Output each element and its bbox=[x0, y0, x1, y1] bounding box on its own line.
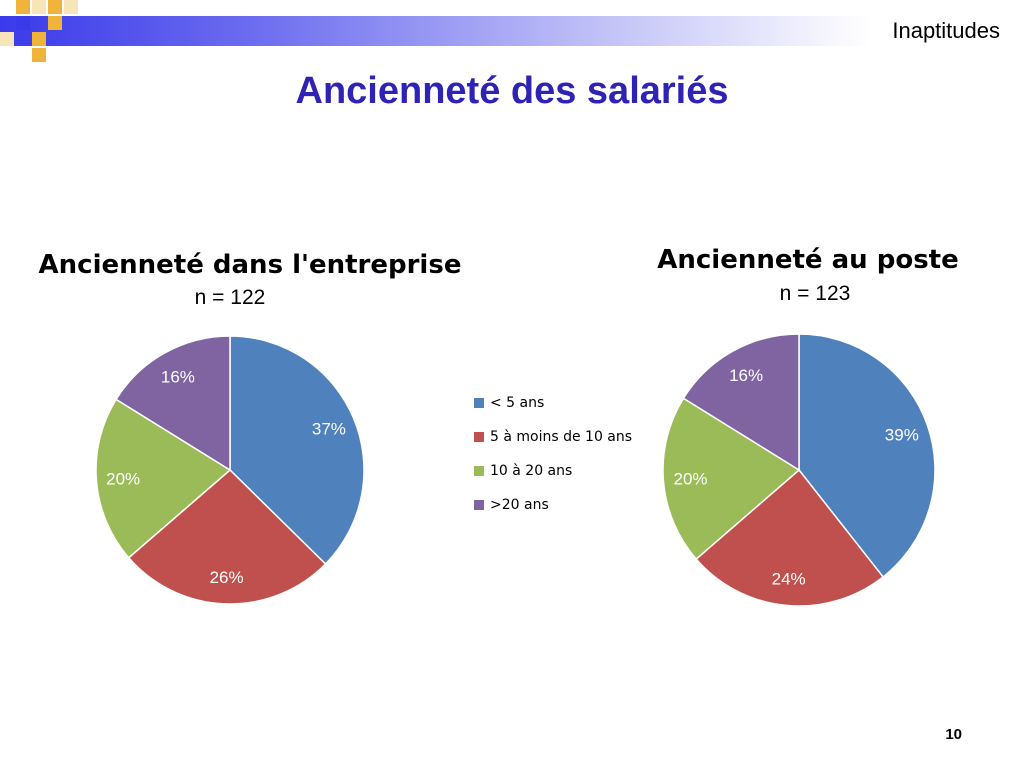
legend-swatch bbox=[474, 466, 484, 476]
header-label: Inaptitudes bbox=[892, 18, 1000, 43]
chart-1-subtitle: n = 122 bbox=[194, 286, 266, 309]
legend-item: >20 ans bbox=[474, 488, 632, 522]
legend-item: 10 à 20 ans bbox=[474, 454, 632, 488]
legend-item: < 5 ans bbox=[474, 386, 632, 420]
pie-slice-entreprise-lt5 bbox=[229, 335, 365, 566]
logo-squares bbox=[0, 0, 80, 62]
legend-label: 10 à 20 ans bbox=[490, 463, 573, 479]
pie-label-entreprise-10to20: 20% bbox=[106, 469, 140, 488]
pie-slice-poste-lt5 bbox=[798, 333, 936, 578]
legend-label: < 5 ans bbox=[490, 395, 545, 411]
pie-label-poste-gt20: 16% bbox=[729, 366, 763, 385]
pie-label-entreprise-gt20: 16% bbox=[161, 367, 195, 386]
page-number: 10 bbox=[945, 726, 962, 743]
pie-label-poste-lt5: 39% bbox=[885, 425, 919, 444]
pie-label-poste-10to20: 20% bbox=[674, 470, 708, 489]
legend-swatch bbox=[474, 432, 484, 442]
chart-1-title: Ancienneté dans l'entreprise bbox=[38, 250, 462, 280]
pie-slice-poste-gt20 bbox=[682, 333, 800, 472]
legend-item: 5 à moins de 10 ans bbox=[474, 420, 632, 454]
pie-label-entreprise-5to10: 26% bbox=[210, 568, 244, 587]
legend-label: >20 ans bbox=[490, 497, 549, 513]
chart-2-subtitle: n = 123 bbox=[779, 282, 851, 305]
pie-slice-entreprise-gt20 bbox=[115, 335, 231, 472]
pie-slice-poste-5to10 bbox=[695, 468, 885, 607]
legend-swatch bbox=[474, 398, 484, 408]
chart-2-title: Ancienneté au poste bbox=[657, 245, 959, 275]
pie-slice-entreprise-5to10 bbox=[127, 468, 327, 605]
legend: < 5 ans 5 à moins de 10 ans 10 à 20 ans … bbox=[474, 386, 632, 522]
legend-label: 5 à moins de 10 ans bbox=[490, 429, 633, 445]
legend-swatch bbox=[474, 500, 484, 510]
pie-label-entreprise-lt5: 37% bbox=[312, 420, 346, 439]
header-gradient-bar bbox=[0, 16, 1024, 46]
slide-title: Ancienneté des salariés bbox=[295, 70, 729, 112]
pie-slice-poste-10to20 bbox=[662, 397, 801, 561]
pie-slice-entreprise-10to20 bbox=[95, 398, 232, 559]
pie-label-poste-5to10: 24% bbox=[772, 569, 806, 588]
